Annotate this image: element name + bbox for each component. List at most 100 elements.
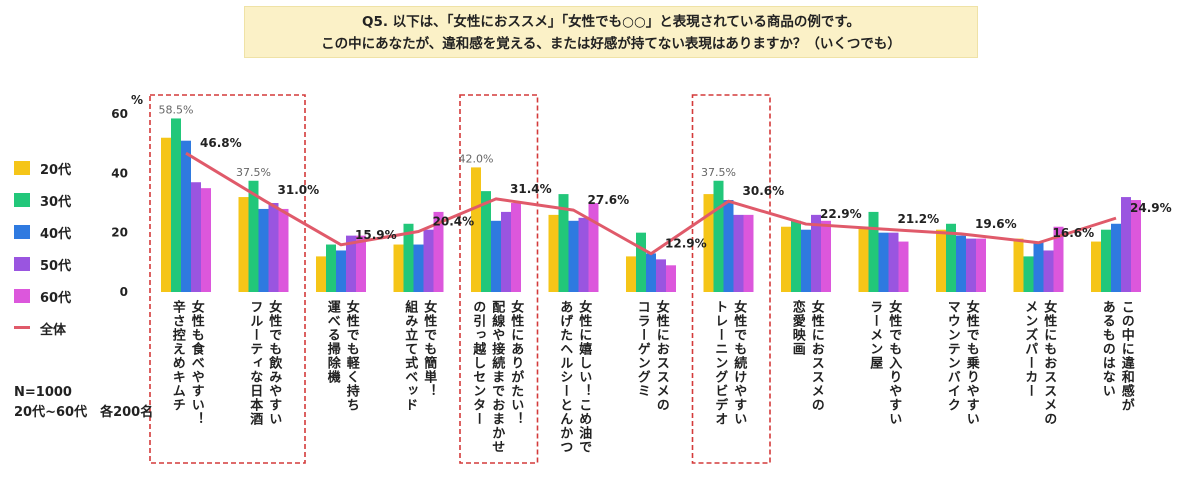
bar bbox=[666, 265, 676, 292]
overall-data-label: 21.2% bbox=[898, 212, 940, 226]
bar bbox=[946, 223, 956, 292]
bar bbox=[1033, 241, 1044, 292]
legend-item: 20代 bbox=[14, 158, 124, 178]
overall-data-label: 31.4% bbox=[510, 182, 552, 196]
bar bbox=[723, 200, 734, 292]
bar bbox=[888, 232, 899, 292]
category-label-line: 女性にありがたい！ bbox=[508, 300, 524, 426]
overall-data-label: 12.9% bbox=[665, 237, 707, 251]
bar bbox=[268, 203, 279, 292]
bar bbox=[858, 226, 869, 292]
bar bbox=[491, 220, 501, 292]
bar bbox=[1101, 229, 1111, 292]
bar bbox=[471, 167, 481, 292]
overall-data-label: 15.9% bbox=[355, 228, 397, 242]
legend-item: 40代 bbox=[14, 222, 124, 242]
category-label: 女性でも入りやすい ラーメン屋 bbox=[867, 300, 901, 426]
bar bbox=[898, 241, 909, 292]
peak-data-label: 58.5% bbox=[159, 103, 194, 116]
category-label: 女性でも乗りやすい マウンテンバイク bbox=[945, 300, 979, 426]
bar bbox=[316, 256, 326, 292]
overall-data-label: 20.4% bbox=[433, 214, 475, 228]
bar bbox=[558, 194, 569, 292]
bar bbox=[548, 214, 559, 292]
category-label-line: あるものはない bbox=[1099, 300, 1115, 398]
bar bbox=[811, 214, 821, 292]
bar bbox=[161, 137, 171, 292]
legend-swatch bbox=[14, 161, 30, 175]
question-line-2: この中にあなたが、違和感を覚える、または好感が持てない表現はありますか？（いくつ… bbox=[321, 36, 901, 52]
bar bbox=[646, 253, 656, 292]
category-label-line: 女性におススメの bbox=[653, 300, 669, 412]
bar bbox=[1043, 250, 1054, 292]
bar bbox=[821, 220, 831, 292]
category-label: 女性におススメの 恋愛映画 bbox=[790, 300, 824, 412]
bar bbox=[703, 194, 714, 292]
highlight-box bbox=[691, 94, 771, 464]
bar bbox=[976, 238, 986, 292]
overall-data-label: 46.8% bbox=[200, 136, 242, 150]
bar bbox=[201, 188, 211, 292]
category-label-line: ラーメン屋 bbox=[867, 300, 883, 370]
bar bbox=[588, 203, 599, 292]
bar bbox=[356, 235, 366, 292]
category-label: 女性にありがたい！ 配線や接続までおまかせ の引っ越しセンター bbox=[470, 300, 523, 454]
overall-data-label: 16.6% bbox=[1053, 226, 1095, 240]
highlight-box bbox=[149, 94, 306, 464]
legend-item: 全体 bbox=[14, 318, 124, 338]
legend-label: 20代 bbox=[40, 163, 72, 178]
category-label-line: マウンテンバイク bbox=[944, 300, 960, 412]
category-label-line: この中に違和感が bbox=[1118, 300, 1134, 412]
legend-label: 30代 bbox=[40, 195, 72, 210]
category-label-line: 女性でも軽く持ち bbox=[343, 300, 359, 412]
sample-note: N=1000 20代~60代 各200名 bbox=[14, 383, 153, 423]
bar bbox=[403, 223, 414, 292]
bar bbox=[626, 256, 636, 292]
category-label-line: 運べる掃除機 bbox=[324, 300, 340, 384]
bar bbox=[781, 226, 791, 292]
category-label: 女性でも続けやすい トレーニングビデオ bbox=[712, 300, 746, 426]
category-label-line: 女性でも入りやすい bbox=[886, 300, 902, 426]
bar bbox=[713, 180, 724, 292]
category-label-line: 女性でも飲みやすい bbox=[266, 300, 282, 426]
bar bbox=[278, 208, 289, 292]
category-label: 女性でも軽く持ち 運べる掃除機 bbox=[325, 300, 359, 412]
category-label-line: 女性も食べやすい！ bbox=[188, 300, 204, 426]
overall-data-label: 19.6% bbox=[975, 217, 1017, 231]
bar bbox=[1023, 256, 1034, 292]
bar bbox=[393, 244, 404, 292]
y-tick-label: 0 bbox=[120, 285, 128, 299]
legend-swatch bbox=[14, 289, 30, 303]
y-tick-label: 60 bbox=[111, 107, 128, 121]
bar bbox=[801, 229, 811, 292]
category-label: 女性に嬉しい！こめ油で あげたヘルシーとんかつ bbox=[557, 300, 591, 454]
bar bbox=[733, 214, 744, 292]
bar bbox=[1091, 241, 1101, 292]
overall-data-label: 30.6% bbox=[743, 184, 785, 198]
bar bbox=[433, 211, 444, 292]
y-tick-label: 20 bbox=[111, 226, 128, 240]
category-label: 女性も食べやすい！ 辛さ控えめキムチ bbox=[170, 300, 204, 426]
bar bbox=[258, 208, 269, 292]
category-label-line: 女性におススメの bbox=[808, 300, 824, 412]
overall-data-label: 27.6% bbox=[588, 193, 630, 207]
legend-item: 50代 bbox=[14, 254, 124, 274]
category-label-line: 女性でも続けやすい bbox=[731, 300, 747, 426]
question-box: Q5. 以下は、「女性におススメ」「女性でも○○」と表現されている商品の例です。… bbox=[244, 6, 978, 58]
question-line-1: Q5. 以下は、「女性におススメ」「女性でも○○」と表現されている商品の例です。 bbox=[361, 14, 860, 30]
bar bbox=[181, 140, 191, 292]
bar bbox=[1053, 226, 1064, 292]
bar bbox=[511, 203, 521, 292]
legend-item: 60代 bbox=[14, 286, 124, 306]
bar bbox=[936, 229, 946, 292]
peak-data-label: 37.5% bbox=[701, 166, 736, 179]
bar bbox=[636, 232, 646, 292]
category-label-line: 女性でも乗りやすい bbox=[963, 300, 979, 426]
category-label-line: トレーニングビデオ bbox=[712, 300, 728, 426]
category-label-line: 女性に嬉しい！こめ油で bbox=[576, 300, 592, 454]
bar bbox=[1131, 200, 1141, 292]
category-label: 女性にもおススメの メンズパーカー bbox=[1022, 300, 1056, 426]
bar bbox=[481, 191, 491, 292]
bar bbox=[248, 180, 259, 292]
sample-size: N=1000 bbox=[14, 385, 72, 400]
